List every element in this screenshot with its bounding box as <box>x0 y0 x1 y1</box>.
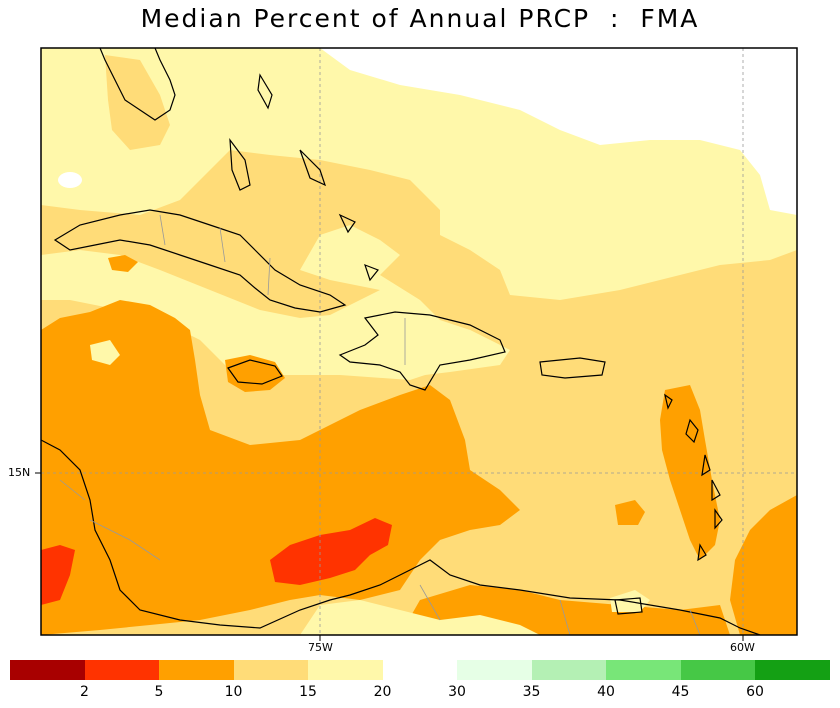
region-orange-main <box>41 300 520 635</box>
legend-tick-label: 2 <box>80 684 89 700</box>
political-borders <box>59 214 701 635</box>
hispaniola-outline <box>338 311 506 391</box>
florida-outline <box>99 48 176 121</box>
legend-tick-label: 20 <box>373 684 392 700</box>
region-pale-yellow-coast <box>300 600 540 635</box>
legend-tick-label: 15 <box>299 684 317 700</box>
x-tick-label-75w: 75W <box>308 641 333 654</box>
legend-swatch <box>84 660 160 680</box>
y-tick-label-15n: 15N <box>8 466 31 479</box>
map-frame <box>40 47 798 636</box>
legend-tick-label: 45 <box>671 684 690 700</box>
legend-tick-label: 60 <box>746 684 764 700</box>
trinidad-outline <box>614 597 643 615</box>
region-red-southwest <box>41 545 75 605</box>
color-legend: 2 5 10 15 20 30 35 40 45 60 <box>0 660 840 708</box>
legend-tick-label: 30 <box>448 684 466 700</box>
region-light-orange-florida <box>105 55 170 150</box>
legend-swatch <box>755 660 830 680</box>
precip-map <box>35 47 798 641</box>
region-pale-yellow-island <box>90 340 120 365</box>
legend-tick-label: 10 <box>224 684 243 700</box>
south-america-outline <box>41 439 761 635</box>
legend-tick-label: 35 <box>522 684 541 700</box>
region-orange-lesser-antilles <box>660 385 720 560</box>
legend-swatch <box>382 660 458 680</box>
region-pale-yellow-trinidad <box>610 590 650 612</box>
puerto-rico-outline <box>539 357 606 379</box>
x-tick-label-60w: 60W <box>730 641 755 654</box>
region-orange-spot <box>615 500 645 525</box>
legend-swatch <box>680 660 756 680</box>
legend-tick-label: 40 <box>597 684 615 700</box>
region-orange-cuba-spot <box>108 255 138 272</box>
coastlines <box>41 48 761 635</box>
cuba-outline <box>53 209 347 313</box>
legend-swatch <box>233 660 309 680</box>
legend-swatch <box>531 660 607 680</box>
map-title: Median Percent of Annual PRCP : FMA <box>140 4 700 33</box>
legend-tick-label: 5 <box>154 684 164 700</box>
region-pale-yellow-hispaniola <box>350 320 510 378</box>
legend-swatch <box>10 660 85 680</box>
legend-swatch <box>457 660 532 680</box>
region-red-central <box>270 518 392 585</box>
jamaica-outline <box>227 359 283 385</box>
region-white-northeast <box>320 48 797 215</box>
lesser-antilles-outline <box>664 393 723 562</box>
legend-swatch <box>159 660 234 680</box>
region-orange-southeast <box>730 495 797 635</box>
bahamas-outline <box>229 73 379 282</box>
region-white-patch <box>58 172 82 188</box>
legend-swatch <box>606 660 681 680</box>
legend-swatch <box>308 660 383 680</box>
